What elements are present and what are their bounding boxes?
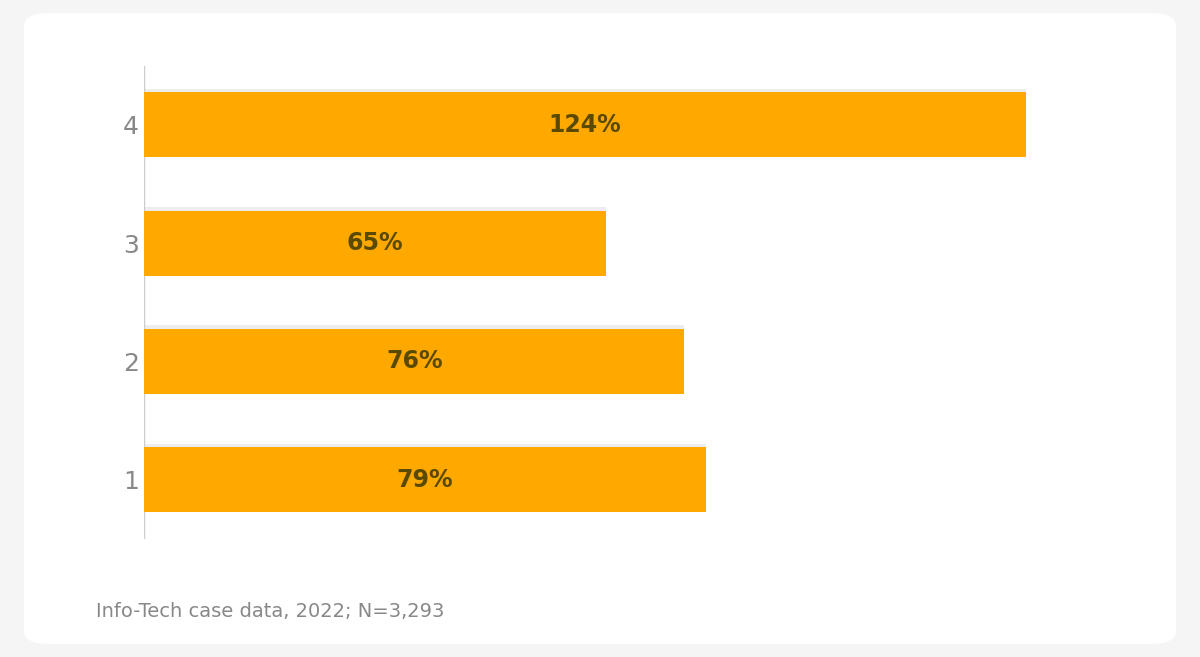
Text: 124%: 124%	[548, 113, 622, 137]
FancyBboxPatch shape	[144, 89, 1026, 154]
Bar	[144, 93, 1026, 158]
Bar	[144, 329, 684, 394]
Text: 65%: 65%	[347, 231, 403, 255]
Text: 79%: 79%	[396, 468, 454, 491]
Bar	[144, 210, 606, 276]
FancyBboxPatch shape	[144, 443, 706, 509]
Bar	[144, 447, 706, 512]
FancyBboxPatch shape	[24, 13, 1176, 644]
FancyBboxPatch shape	[144, 207, 606, 272]
Text: Info-Tech case data, 2022; N=3,293: Info-Tech case data, 2022; N=3,293	[96, 602, 444, 620]
Text: 76%: 76%	[386, 350, 443, 373]
FancyBboxPatch shape	[144, 325, 684, 390]
